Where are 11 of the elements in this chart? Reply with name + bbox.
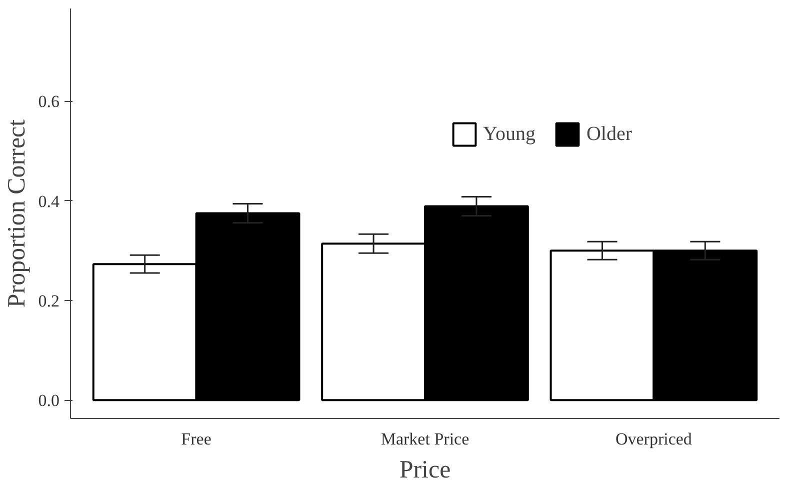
y-tick-label: 0.0	[38, 391, 60, 410]
x-tick-label: Overpriced	[615, 430, 692, 448]
legend-label: Young	[483, 122, 536, 146]
x-tick-label: Free	[181, 430, 212, 448]
legend-label: Older	[586, 122, 632, 146]
x-axis-title: Price	[399, 456, 451, 484]
y-tick-label: 0.4	[38, 192, 60, 211]
y-axis-title: Proportion Correct	[3, 119, 30, 308]
y-tick-label: 0.2	[38, 291, 60, 310]
x-tick-label: Market Price	[380, 430, 470, 448]
y-tick-label: 0.6	[38, 92, 60, 112]
